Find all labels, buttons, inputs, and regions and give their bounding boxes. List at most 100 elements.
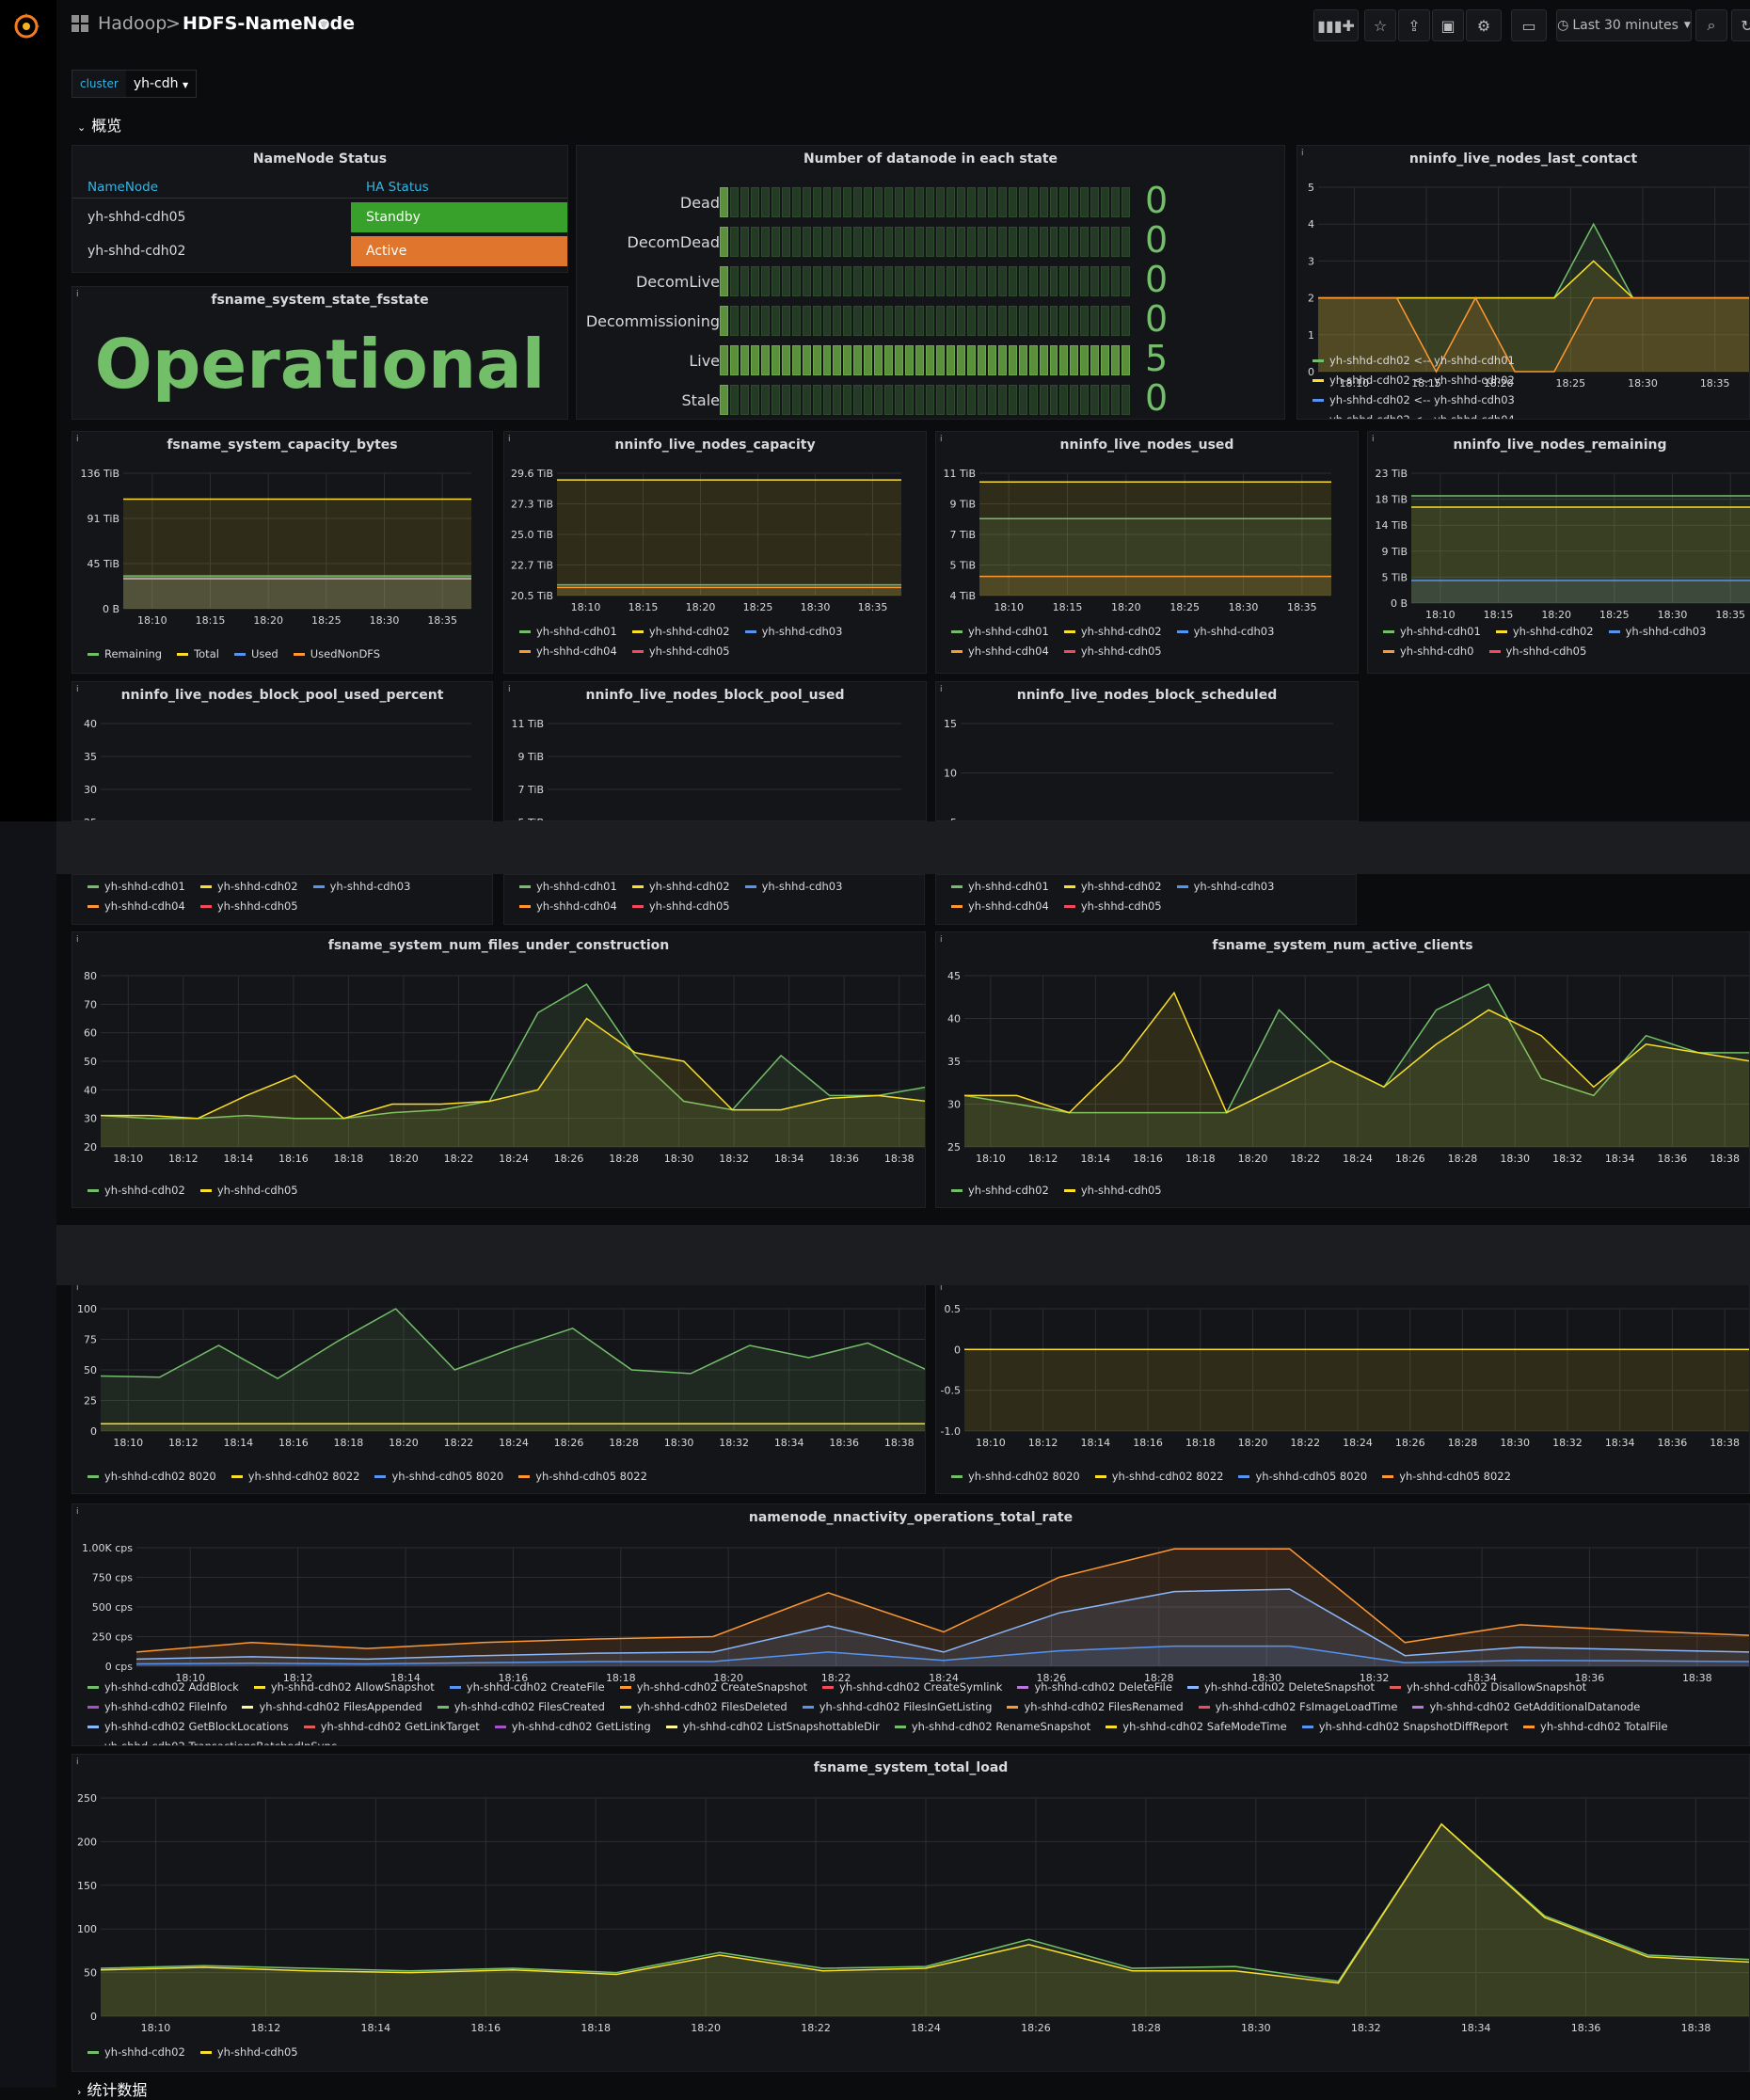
legend-item[interactable]: yh-shhd-cdh02 GetBlockLocations <box>88 1717 289 1737</box>
legend-item[interactable]: yh-shhd-cdh02 TotalFile <box>1523 1717 1668 1737</box>
grafana-logo-icon[interactable] <box>11 11 41 41</box>
legend-item[interactable]: yh-shhd-cdh04 <box>519 897 617 916</box>
legend-item[interactable]: yh-shhd-cdh05 <box>631 642 730 661</box>
legend-item[interactable]: yh-shhd-cdh02 FilesDeleted <box>619 1697 788 1717</box>
legend-item[interactable]: yh-shhd-cdh05 8022 <box>1382 1467 1511 1487</box>
row-header-stats[interactable]: › 统计数据 <box>77 2077 147 2100</box>
legend-item[interactable]: yh-shhd-cdh02 <box>631 622 730 642</box>
legend-item[interactable]: yh-shhd-cdh01 <box>951 877 1049 897</box>
legend-item[interactable]: yh-shhd-cdh02 FilesInGetListing <box>802 1697 992 1717</box>
legend-item[interactable]: yh-shhd-cdh02 CreateSnapshot <box>619 1678 807 1697</box>
star-button[interactable]: ☆ <box>1364 9 1396 41</box>
dashboard-title[interactable]: HDFS-NameNode <box>183 13 356 34</box>
legend-item[interactable]: yh-shhd-cdh02 DeleteSnapshot <box>1186 1678 1375 1697</box>
legend-item[interactable]: yh-shhd-cdh01 <box>1383 622 1481 642</box>
legend-item[interactable]: yh-shhd-cdh05 <box>199 2043 298 2062</box>
info-icon[interactable]: i <box>76 685 79 694</box>
series-line[interactable] <box>1318 296 1750 374</box>
legend-item[interactable]: yh-shhd-cdh02 ListSnapshottableDir <box>665 1717 880 1737</box>
legend-item[interactable]: Total <box>177 644 219 664</box>
legend-item[interactable]: yh-shhd-cdh02 FilesRenamed <box>1007 1697 1184 1717</box>
legend-item[interactable]: yh-shhd-cdh03 <box>1176 622 1274 642</box>
save-button[interactable]: ▣ <box>1432 9 1464 41</box>
legend-item[interactable]: yh-shhd-cdh03 <box>744 622 842 642</box>
add-panel-button[interactable]: ▮▮▮✚ <box>1313 9 1359 41</box>
legend-item[interactable]: yh-shhd-cdh02 FilesCreated <box>437 1697 605 1717</box>
legend-item[interactable]: yh-shhd-cdh02 <box>1063 622 1162 642</box>
legend-item[interactable]: UsedNonDFS <box>293 644 380 664</box>
legend-item[interactable]: yh-shhd-cdh02 FileInfo <box>88 1697 227 1717</box>
legend-item[interactable]: Remaining <box>88 644 162 664</box>
series-line[interactable] <box>101 1017 926 1120</box>
series-line[interactable] <box>135 1645 1750 1665</box>
legend-item[interactable]: yh-shhd-cdh02 <-- yh-shhd-cdh03 <box>1312 390 1515 410</box>
series-line[interactable] <box>135 1588 1750 1661</box>
info-icon[interactable]: i <box>76 435 79 444</box>
info-icon[interactable]: i <box>1372 435 1375 444</box>
legend-item[interactable]: yh-shhd-cdh05 <box>631 897 730 916</box>
legend-item[interactable]: yh-shhd-cdh02 FsImageLoadTime <box>1198 1697 1397 1717</box>
legend-item[interactable]: yh-shhd-cdh02 <box>1495 622 1594 642</box>
legend-item[interactable]: yh-shhd-cdh02 CreateSymlink <box>822 1678 1002 1697</box>
legend-item[interactable]: yh-shhd-cdh02 CreateFile <box>449 1678 605 1697</box>
series-line[interactable] <box>964 991 1750 1114</box>
legend-item[interactable]: yh-shhd-cdh02 GetListing <box>494 1717 651 1737</box>
legend-item[interactable]: yh-shhd-cdh05 8022 <box>518 1467 647 1487</box>
legend-item[interactable]: yh-shhd-cdh02 8020 <box>88 1467 216 1487</box>
legend-item[interactable]: yh-shhd-cdh02 AllowSnapshot <box>253 1678 435 1697</box>
legend-item[interactable]: yh-shhd-cdh02 8022 <box>1094 1467 1223 1487</box>
info-icon[interactable]: i <box>940 935 943 945</box>
series-line[interactable] <box>135 1548 1750 1653</box>
legend-item[interactable]: yh-shhd-cdh01 <box>519 877 617 897</box>
legend-item[interactable]: yh-shhd-cdh01 <box>951 622 1049 642</box>
legend-item[interactable]: yh-shhd-cdh02 8022 <box>231 1467 359 1487</box>
legend-item[interactable]: yh-shhd-cdh02 <-- yh-shhd-cdh02 <box>1312 371 1515 390</box>
tv-mode-button[interactable]: ▭ <box>1511 9 1547 41</box>
legend-item[interactable]: yh-shhd-cdh02 GetLinkTarget <box>303 1717 480 1737</box>
info-icon[interactable]: i <box>76 935 79 945</box>
legend-item[interactable]: yh-shhd-cdh05 8020 <box>1238 1467 1367 1487</box>
info-icon[interactable]: i <box>940 435 943 444</box>
chevron-down-icon[interactable]: ▼ <box>320 19 328 31</box>
legend-item[interactable]: yh-shhd-cdh04 <box>951 897 1049 916</box>
info-icon[interactable]: i <box>940 1283 943 1293</box>
legend-item[interactable]: yh-shhd-cdh01 <box>519 622 617 642</box>
time-picker-button[interactable]: ◷ Last 30 minutes ▼ <box>1556 9 1692 41</box>
settings-button[interactable]: ⚙ <box>1466 9 1502 41</box>
column-header-namenode[interactable]: NameNode <box>88 180 159 195</box>
legend-item[interactable]: Used <box>233 644 278 664</box>
series-line[interactable] <box>1318 260 1750 299</box>
legend-item[interactable]: yh-shhd-cdh02 GetAdditionalDatanode <box>1412 1697 1640 1717</box>
series-line[interactable] <box>100 1822 1750 1984</box>
legend-item[interactable]: yh-shhd-cdh03 <box>744 877 842 897</box>
row-header-overview[interactable]: ⌄ 概览 <box>77 113 121 135</box>
zoom-out-button[interactable]: ⌕ <box>1695 9 1727 41</box>
legend-item[interactable]: yh-shhd-cdh02 <box>88 1181 185 1201</box>
legend-item[interactable]: yh-shhd-cdh02 <box>631 877 730 897</box>
legend-item[interactable]: yh-shhd-cdh01 <box>88 877 185 897</box>
info-icon[interactable]: i <box>508 685 511 694</box>
legend-item[interactable]: yh-shhd-cdh02 RenameSnapshot <box>894 1717 1090 1737</box>
legend-item[interactable]: yh-shhd-cdh02 <-- yh-shhd-cdh01 <box>1312 351 1515 371</box>
info-icon[interactable]: i <box>76 1507 79 1517</box>
legend-item[interactable]: yh-shhd-cdh05 <box>1063 642 1162 661</box>
legend-item[interactable]: yh-shhd-cdh04 <box>951 642 1049 661</box>
legend-item[interactable]: yh-shhd-cdh02 SafeModeTime <box>1106 1717 1287 1737</box>
legend-item[interactable]: yh-shhd-cdh02 TransactionsBatchedInSync <box>88 1737 337 1745</box>
info-icon[interactable]: i <box>508 435 511 444</box>
legend-item[interactable]: yh-shhd-cdh02 SnapshotDiffReport <box>1301 1717 1508 1737</box>
share-button[interactable]: ⇪ <box>1398 9 1430 41</box>
legend-item[interactable]: yh-shhd-cdh05 <box>199 897 298 916</box>
legend-item[interactable]: yh-shhd-cdh02 <box>951 1181 1049 1201</box>
legend-item[interactable]: yh-shhd-cdh0 <box>1383 642 1474 661</box>
legend-item[interactable]: yh-shhd-cdh05 <box>1063 1181 1162 1201</box>
series-line[interactable] <box>100 1308 926 1379</box>
legend-item[interactable]: yh-shhd-cdh02 FilesAppended <box>242 1697 422 1717</box>
info-icon[interactable]: i <box>76 1283 79 1293</box>
legend-item[interactable]: yh-shhd-cdh04 <box>88 897 185 916</box>
info-icon[interactable]: i <box>76 1758 79 1767</box>
legend-item[interactable]: yh-shhd-cdh02 <box>1063 877 1162 897</box>
legend-item[interactable]: yh-shhd-cdh05 8020 <box>374 1467 503 1487</box>
series-line[interactable] <box>100 983 926 1120</box>
legend-item[interactable]: yh-shhd-cdh02 <box>199 877 298 897</box>
